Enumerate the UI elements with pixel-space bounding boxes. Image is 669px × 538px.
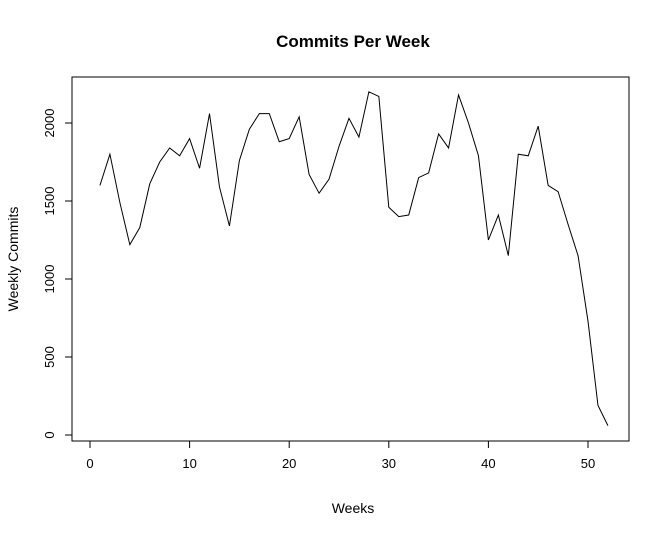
x-tick-label: 40 [481, 456, 495, 471]
x-axis-label: Weeks [332, 500, 375, 516]
chart-title: Commits Per Week [276, 32, 430, 51]
y-tick-label: 500 [42, 346, 57, 368]
x-tick-label: 30 [382, 456, 396, 471]
x-tick-label: 50 [581, 456, 595, 471]
y-tick-label: 1500 [42, 187, 57, 216]
x-tick-label: 0 [86, 456, 93, 471]
y-tick-label: 0 [42, 431, 57, 438]
y-axis: 0 500 1000 1500 2000 [42, 109, 73, 439]
y-tick-label: 1000 [42, 265, 57, 294]
y-tick-label: 2000 [42, 109, 57, 138]
series-line [99, 91, 609, 426]
x-tick-label: 10 [182, 456, 196, 471]
x-tick-label: 20 [282, 456, 296, 471]
x-axis: 0 10 20 30 40 50 [86, 440, 595, 471]
plot-frame [71, 76, 630, 442]
y-axis-label: Weekly Commits [5, 207, 21, 312]
